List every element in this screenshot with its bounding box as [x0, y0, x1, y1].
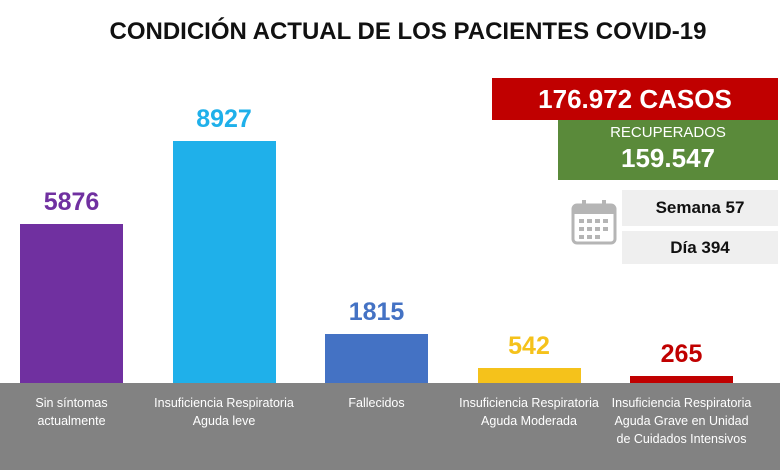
- chart-title: CONDICIÓN ACTUAL DE LOS PACIENTES COVID-…: [109, 18, 707, 45]
- value-label: 265: [660, 339, 703, 368]
- label-band: [0, 383, 780, 470]
- week-box: Semana 57: [622, 190, 778, 226]
- bar: [325, 333, 428, 383]
- category-label: Insuficiencia Respiratoria Aguda leve: [154, 396, 294, 428]
- recovered-label: RECUPERADOS: [610, 124, 726, 141]
- value-label: 5876: [43, 187, 100, 216]
- bar: [630, 375, 733, 383]
- recovered-value: 159.547: [621, 143, 715, 173]
- category-label: Insuficiencia Respiratoria Aguda Grave e…: [611, 396, 752, 446]
- category-label: Sin síntomas actualmente: [35, 396, 108, 428]
- category-label: Insuficiencia Respiratoria Aguda Moderad…: [459, 396, 599, 428]
- category-label: Fallecidos: [348, 396, 405, 410]
- cases-box: 176.972 CASOS: [492, 78, 778, 120]
- value-label: 542: [508, 332, 550, 361]
- bar: [477, 368, 581, 383]
- day-box: Día 394: [622, 231, 778, 264]
- calendar-icon: [571, 200, 617, 245]
- recovered-box: RECUPERADOS 159.547: [558, 120, 778, 180]
- value-label: 1815: [348, 297, 405, 326]
- bar: [172, 141, 276, 383]
- bar: [20, 223, 123, 383]
- value-label: 8927: [196, 105, 252, 133]
